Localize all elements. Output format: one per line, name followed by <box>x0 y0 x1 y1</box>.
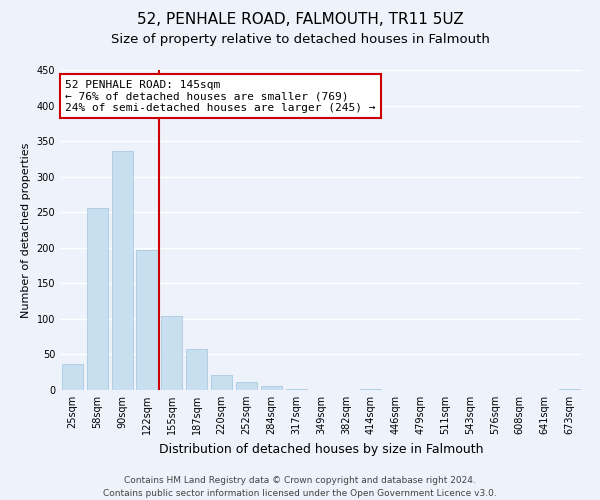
Bar <box>261 386 282 390</box>
Bar <box>559 388 580 390</box>
Bar <box>136 250 158 390</box>
Bar <box>211 375 232 390</box>
Bar <box>186 350 207 390</box>
Bar <box>62 364 83 390</box>
Bar <box>112 151 133 390</box>
Y-axis label: Number of detached properties: Number of detached properties <box>21 142 31 318</box>
X-axis label: Distribution of detached houses by size in Falmouth: Distribution of detached houses by size … <box>159 442 483 456</box>
Bar <box>161 316 182 390</box>
Text: Size of property relative to detached houses in Falmouth: Size of property relative to detached ho… <box>110 32 490 46</box>
Text: Contains HM Land Registry data © Crown copyright and database right 2024.
Contai: Contains HM Land Registry data © Crown c… <box>103 476 497 498</box>
Bar <box>87 208 108 390</box>
Bar <box>236 382 257 390</box>
Text: 52, PENHALE ROAD, FALMOUTH, TR11 5UZ: 52, PENHALE ROAD, FALMOUTH, TR11 5UZ <box>137 12 463 28</box>
Text: 52 PENHALE ROAD: 145sqm
← 76% of detached houses are smaller (769)
24% of semi-d: 52 PENHALE ROAD: 145sqm ← 76% of detache… <box>65 80 376 113</box>
